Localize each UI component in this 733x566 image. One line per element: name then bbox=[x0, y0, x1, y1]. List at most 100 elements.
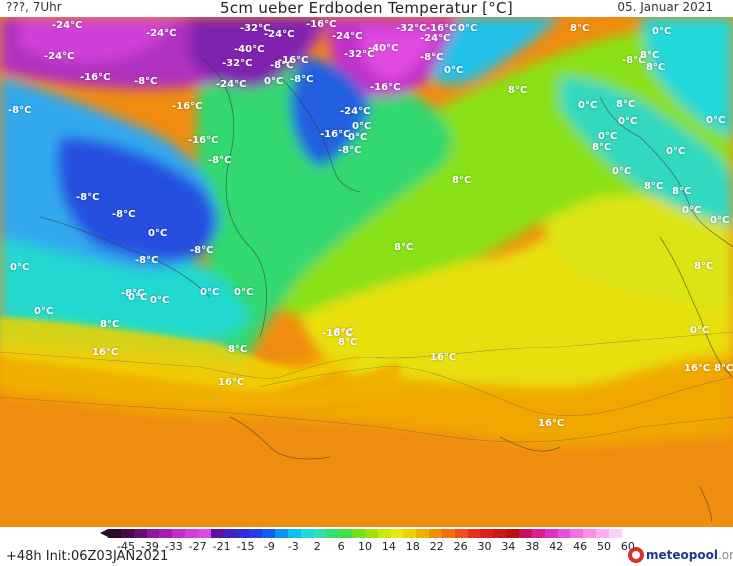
isotherm-label: -16°C bbox=[80, 72, 111, 83]
isotherm-label: 8°C bbox=[714, 363, 733, 374]
map-title: 5cm ueber Erdboden Temperatur [°C] bbox=[220, 0, 513, 17]
scale-tick-label: -33 bbox=[164, 540, 183, 553]
scale-tick-label: -3 bbox=[287, 540, 299, 553]
color-scale-swatch bbox=[236, 529, 250, 538]
meteopool-logo[interactable]: meteopool.org bbox=[628, 545, 733, 565]
isotherm-label: -32°C bbox=[222, 58, 253, 69]
color-scale-swatch bbox=[557, 529, 571, 538]
isotherm-label: -8°C bbox=[112, 209, 136, 220]
isotherm-label: 0°C bbox=[10, 262, 30, 273]
isotherm-label: 16°C bbox=[430, 352, 457, 363]
scale-tick-label: 42 bbox=[549, 540, 564, 553]
isotherm-label: 0°C bbox=[618, 116, 638, 127]
isotherm-label: -24°C bbox=[340, 106, 371, 117]
isotherm-label: -32°C bbox=[344, 49, 375, 60]
isotherm-label: -8°C bbox=[190, 245, 214, 256]
isotherm-label: -24°C bbox=[332, 31, 363, 42]
isotherm-label: -16°C bbox=[172, 101, 203, 112]
color-scale-swatch bbox=[596, 529, 609, 538]
scale-tick-label: -9 bbox=[263, 540, 275, 553]
isotherm-label: 0°C bbox=[444, 65, 464, 76]
isotherm-label: 0°C bbox=[234, 287, 254, 298]
isotherm-label: 8°C bbox=[338, 337, 358, 348]
color-scale-swatch bbox=[352, 529, 365, 538]
isotherm-label: -16°C bbox=[322, 328, 353, 339]
isotherm-label: 0°C bbox=[458, 23, 478, 34]
isotherm-label: -8°C bbox=[338, 145, 362, 156]
color-scale-swatch bbox=[274, 529, 288, 538]
temperature-map: -24°C -24°C -24°C -16°C -8°C -16°C -8°C -16°C -8… bbox=[0, 17, 733, 527]
isotherm-label: 8°C bbox=[100, 319, 120, 330]
color-scale-swatch bbox=[133, 529, 147, 538]
isotherm-label: 8°C bbox=[452, 175, 472, 186]
color-scale-swatch bbox=[390, 529, 404, 538]
color-scale-swatch bbox=[608, 529, 622, 538]
isotherm-label: -8°C bbox=[135, 255, 159, 266]
isotherm-label: -40°C bbox=[368, 43, 399, 54]
isotherm-label: 0°C bbox=[652, 26, 672, 37]
color-scale-swatch bbox=[467, 529, 481, 538]
color-scale-swatch bbox=[223, 529, 237, 538]
isotherm-label: 8°C bbox=[334, 327, 354, 338]
temperature-color-scale bbox=[108, 529, 622, 538]
scale-tick-label: 46 bbox=[573, 540, 588, 553]
isotherm-label: 0°C bbox=[578, 100, 598, 111]
model-run-info: +48h Init:06Z03JAN2021 bbox=[6, 549, 169, 564]
isotherm-label: 0°C bbox=[348, 132, 368, 143]
isotherm-label: -8°C bbox=[420, 52, 444, 63]
scale-tick-label: -45 bbox=[117, 540, 135, 553]
isotherm-label: 0°C bbox=[34, 306, 54, 317]
isotherm-label: 8°C bbox=[508, 85, 528, 96]
isotherm-label: 0°C bbox=[682, 205, 702, 216]
color-scale-swatch bbox=[300, 529, 314, 538]
color-scale-swatch bbox=[185, 529, 198, 538]
isotherm-label: -16°C bbox=[370, 82, 401, 93]
isotherm-label: 0°C bbox=[612, 166, 632, 177]
isotherm-label: 0°C bbox=[128, 292, 148, 303]
isotherm-label: -16°C bbox=[426, 23, 457, 34]
color-scale-swatch bbox=[454, 529, 468, 538]
color-scale-swatch bbox=[197, 529, 211, 538]
isotherm-label: -16°C bbox=[278, 55, 309, 66]
scale-tick-label: 2 bbox=[313, 540, 321, 553]
scale-tick-label: -39 bbox=[140, 540, 159, 553]
color-scale-swatch bbox=[570, 529, 584, 538]
isotherm-label: -32°C bbox=[396, 23, 427, 34]
color-scale-swatch bbox=[108, 529, 121, 538]
footer-bar: -45 -39 -33 -27 -21 -15 -9 -3 2 6 10 14 18 22 26 30 34 38… bbox=[0, 527, 733, 566]
brand-name: meteopool.org bbox=[646, 548, 733, 562]
isotherm-label: -8°C bbox=[76, 192, 100, 203]
isotherm-label: 8°C bbox=[644, 181, 664, 192]
scale-tick-label: 14 bbox=[381, 540, 396, 553]
isotherm-label: 16°C bbox=[538, 418, 565, 429]
isotherm-label: 0°C bbox=[264, 76, 284, 87]
legend-arrow-low bbox=[100, 529, 108, 537]
isotherm-label: 16°C bbox=[92, 347, 119, 358]
isotherm-label: -40°C bbox=[234, 44, 265, 55]
scale-tick-label: 18 bbox=[405, 540, 420, 553]
isotherm-label: -8°C bbox=[290, 74, 314, 85]
color-scale-swatch bbox=[429, 529, 442, 538]
color-scale-swatch bbox=[210, 529, 224, 538]
color-scale-swatch bbox=[313, 529, 327, 538]
isotherm-label: -8°C bbox=[270, 60, 294, 71]
scale-tick-label: 50 bbox=[597, 540, 611, 553]
isotherm-label: 8°C bbox=[646, 62, 666, 73]
isotherm-label: 16°C bbox=[218, 377, 245, 388]
scale-tick-label: 34 bbox=[501, 540, 516, 553]
isotherm-label: 8°C bbox=[694, 261, 714, 272]
location-time-label: ???, 7Uhr bbox=[6, 0, 62, 14]
color-scale-swatch bbox=[364, 529, 378, 538]
isotherm-label: 8°C bbox=[640, 50, 660, 61]
isotherm-label: 0°C bbox=[200, 287, 220, 298]
scale-tick-label: 6 bbox=[337, 540, 345, 553]
isotherm-label: 8°C bbox=[228, 344, 248, 355]
isotherm-label: -8°C bbox=[208, 155, 232, 166]
temperature-field bbox=[0, 17, 733, 527]
isotherm-label: -24°C bbox=[146, 28, 177, 39]
isotherm-label: 0°C bbox=[666, 146, 686, 157]
temperature-scale-ticks: -45 -39 -33 -27 -21 -15 -9 -3 2 6 10 14 18 22 26 30 34 38… bbox=[108, 540, 635, 553]
valid-date-label: 05. Januar 2021 bbox=[617, 0, 713, 14]
color-scale-swatch bbox=[326, 529, 340, 538]
isotherm-label: 8°C bbox=[570, 23, 590, 34]
